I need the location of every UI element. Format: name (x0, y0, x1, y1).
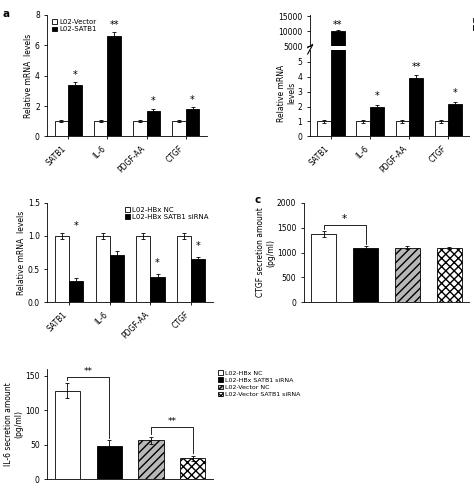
Bar (356, 122, 370, 136)
Bar (94, 121, 108, 136)
Bar (133, 121, 146, 136)
Bar (180, 458, 205, 479)
Bar (395, 247, 420, 302)
Text: *: * (73, 70, 78, 80)
Y-axis label: Relative mRNA  levels: Relative mRNA levels (25, 34, 34, 118)
Bar (409, 78, 423, 136)
Bar (138, 441, 164, 479)
Text: **: ** (167, 417, 176, 426)
Bar (108, 36, 121, 136)
Bar (55, 391, 80, 479)
Y-axis label: Relative mRNA  levels: Relative mRNA levels (17, 210, 26, 294)
Bar (186, 109, 200, 136)
Text: *: * (190, 94, 195, 105)
Bar (68, 85, 82, 136)
Bar (150, 277, 164, 302)
Legend: L02-HBx NC, L02-HBx SATB1 siRNA: L02-HBx NC, L02-HBx SATB1 siRNA (124, 206, 210, 221)
Bar (136, 236, 150, 302)
Bar (311, 234, 337, 302)
Text: **: ** (333, 20, 343, 30)
Text: **: ** (84, 367, 93, 375)
Bar (55, 236, 69, 302)
Bar (69, 281, 83, 302)
Bar (317, 122, 331, 136)
Text: a: a (3, 9, 10, 19)
Legend: L02-HBx NC, L02-HBx SATB1 siRNA, L02-Vector NC, L02-Vector SATB1 siRNA: L02-HBx NC, L02-HBx SATB1 siRNA, L02-Vec… (218, 370, 301, 398)
Text: c: c (254, 195, 260, 205)
Text: *: * (374, 90, 379, 100)
Y-axis label: IL-6 secretion amount
(pg/ml): IL-6 secretion amount (pg/ml) (4, 382, 24, 466)
Bar (146, 111, 160, 136)
Bar (331, 0, 345, 136)
Text: *: * (151, 96, 156, 106)
Y-axis label: Relative mRNA
levels: Relative mRNA levels (277, 64, 296, 122)
Text: *: * (453, 87, 457, 97)
Bar (177, 236, 191, 302)
Text: **: ** (109, 20, 119, 30)
Bar (191, 259, 205, 302)
Bar (55, 121, 68, 136)
Bar (395, 122, 409, 136)
Text: *: * (74, 221, 79, 231)
Legend: PHC Vector, PHC SATB1: PHC Vector, PHC SATB1 (473, 17, 474, 32)
Bar (97, 446, 122, 479)
Bar (437, 248, 462, 302)
Bar (448, 104, 462, 136)
Bar (435, 122, 448, 136)
Text: *: * (155, 258, 160, 268)
Bar (353, 248, 378, 302)
Bar (331, 31, 345, 61)
Text: *: * (196, 241, 201, 250)
Bar (110, 254, 124, 302)
Y-axis label: CTGF secretion amount
(pg/ml): CTGF secretion amount (pg/ml) (256, 207, 275, 297)
Bar (370, 107, 384, 136)
Text: **: ** (411, 62, 421, 72)
Legend: L02-Vector, L02-SATB1: L02-Vector, L02-SATB1 (51, 18, 97, 33)
Text: *: * (342, 214, 347, 224)
Bar (96, 236, 110, 302)
Bar (172, 121, 186, 136)
